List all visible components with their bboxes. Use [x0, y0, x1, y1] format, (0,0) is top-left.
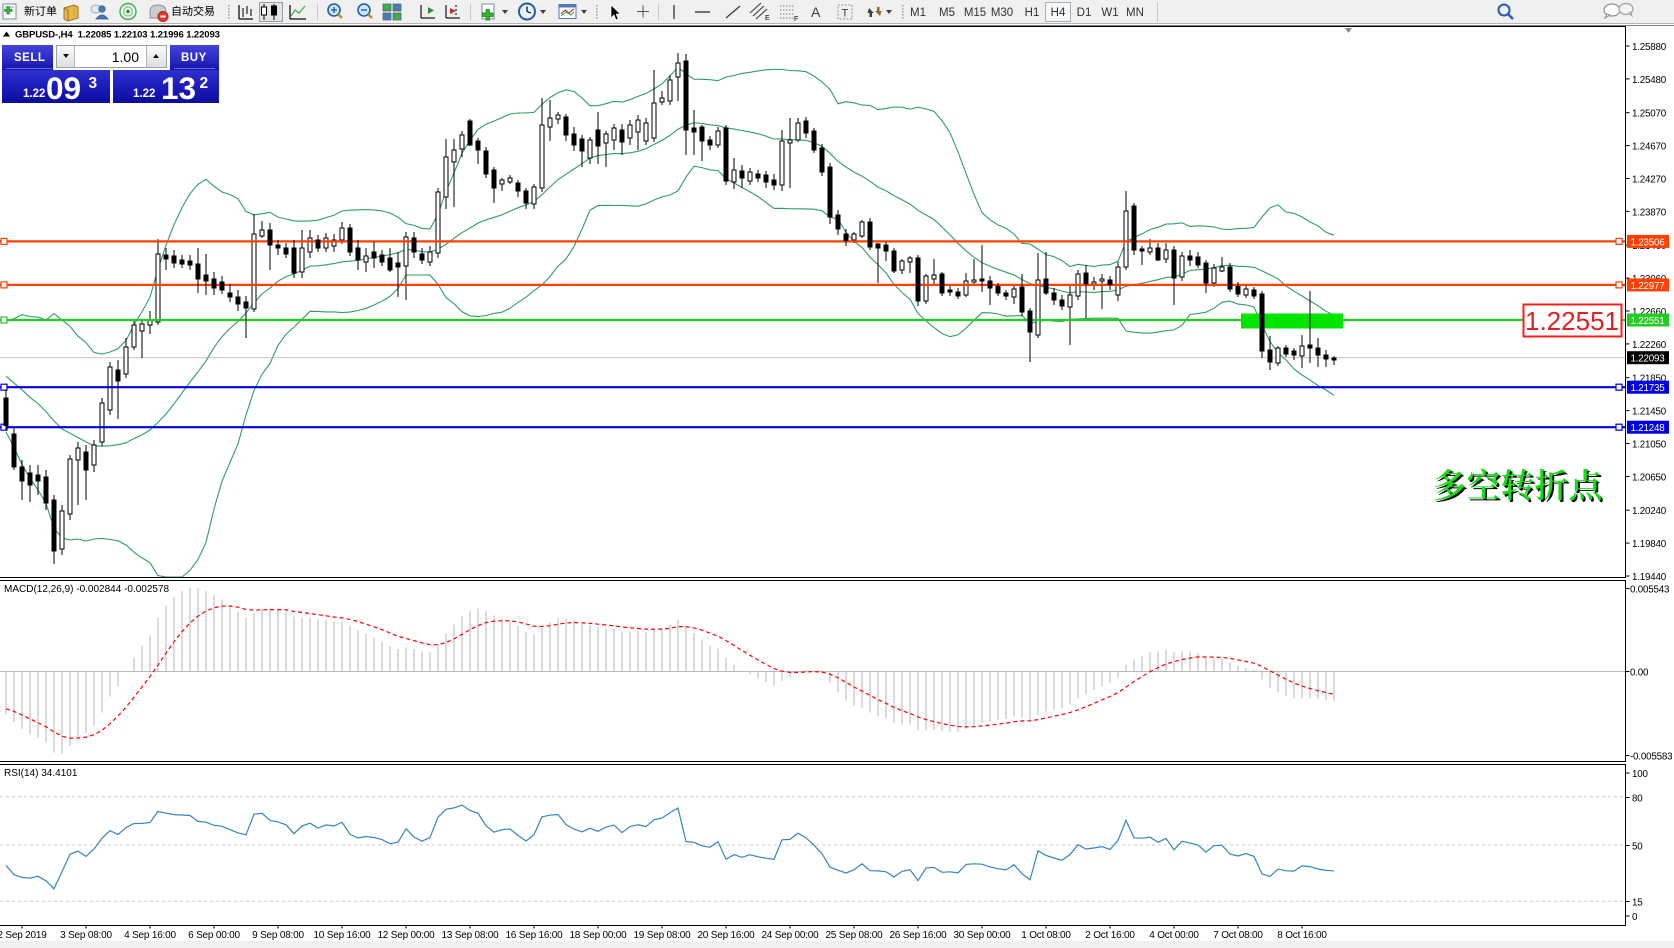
svg-text:1.25880: 1.25880 — [1632, 42, 1667, 53]
svg-text:100: 100 — [1632, 769, 1648, 780]
svg-text:1.25480: 1.25480 — [1632, 75, 1667, 86]
svg-text:MN: MN — [1126, 7, 1144, 19]
svg-text:1.22977: 1.22977 — [1631, 281, 1665, 292]
svg-text:1.22260: 1.22260 — [1632, 340, 1667, 351]
svg-text:1.21248: 1.21248 — [1631, 423, 1666, 434]
svg-text:50: 50 — [1632, 842, 1643, 853]
svg-text:15: 15 — [1632, 898, 1643, 909]
svg-text:M15: M15 — [964, 7, 986, 19]
svg-text:1.22551: 1.22551 — [1631, 316, 1665, 327]
svg-text:26 Sep 16:00: 26 Sep 16:00 — [889, 930, 947, 941]
svg-text:4 Oct 00:00: 4 Oct 00:00 — [1149, 930, 1199, 941]
svg-text:M1: M1 — [910, 7, 926, 19]
svg-text:19 Sep 08:00: 19 Sep 08:00 — [633, 930, 691, 941]
svg-text:1.19440: 1.19440 — [1632, 572, 1667, 583]
svg-text:1.20650: 1.20650 — [1632, 473, 1667, 484]
svg-text:H1: H1 — [1025, 7, 1040, 19]
svg-text:2 Sep 2019: 2 Sep 2019 — [0, 930, 47, 941]
svg-text:1.22551: 1.22551 — [1525, 306, 1619, 336]
svg-text:E: E — [765, 15, 770, 22]
svg-text:1.23506: 1.23506 — [1631, 237, 1666, 248]
svg-text:1 Oct 08:00: 1 Oct 08:00 — [1021, 930, 1071, 941]
svg-text:7 Oct 08:00: 7 Oct 08:00 — [1213, 930, 1263, 941]
svg-text:M5: M5 — [939, 7, 955, 19]
svg-text:T: T — [842, 8, 849, 20]
svg-text:18 Sep 00:00: 18 Sep 00:00 — [569, 930, 627, 941]
svg-text:80: 80 — [1632, 794, 1643, 805]
svg-text:0: 0 — [1632, 912, 1638, 923]
svg-text:W1: W1 — [1101, 7, 1118, 19]
svg-text:H4: H4 — [1051, 7, 1066, 19]
svg-text:1.19840: 1.19840 — [1632, 539, 1667, 550]
svg-text:M30: M30 — [991, 7, 1013, 19]
svg-text:1.20240: 1.20240 — [1632, 506, 1667, 517]
svg-text:1.23870: 1.23870 — [1632, 207, 1667, 218]
svg-text:A: A — [811, 4, 821, 20]
svg-text:13 Sep 08:00: 13 Sep 08:00 — [441, 930, 499, 941]
svg-text:3 Sep 08:00: 3 Sep 08:00 — [60, 930, 112, 941]
svg-text:6 Sep 00:00: 6 Sep 00:00 — [188, 930, 240, 941]
svg-text:1.21735: 1.21735 — [1631, 383, 1666, 394]
svg-text:2 Oct 16:00: 2 Oct 16:00 — [1085, 930, 1135, 941]
svg-text:25 Sep 08:00: 25 Sep 08:00 — [825, 930, 883, 941]
svg-text:4 Sep 16:00: 4 Sep 16:00 — [124, 930, 176, 941]
svg-text:1.24670: 1.24670 — [1632, 142, 1667, 153]
svg-text:16 Sep 16:00: 16 Sep 16:00 — [505, 930, 563, 941]
svg-text:1.21850: 1.21850 — [1632, 374, 1667, 385]
svg-text:9 Sep 08:00: 9 Sep 08:00 — [252, 930, 304, 941]
svg-text:RSI(14) 34.4101: RSI(14) 34.4101 — [4, 768, 78, 779]
svg-text:1.21450: 1.21450 — [1632, 407, 1667, 418]
svg-text:8 Oct 16:00: 8 Oct 16:00 — [1277, 930, 1327, 941]
svg-text:12 Sep 00:00: 12 Sep 00:00 — [377, 930, 435, 941]
svg-text:D1: D1 — [1077, 7, 1092, 19]
svg-text:30 Sep 00:00: 30 Sep 00:00 — [953, 930, 1011, 941]
svg-text:10 Sep 16:00: 10 Sep 16:00 — [313, 930, 371, 941]
svg-text:1.24270: 1.24270 — [1632, 175, 1667, 186]
svg-text:1.22660: 1.22660 — [1632, 307, 1667, 318]
svg-text:0.005543: 0.005543 — [1630, 585, 1670, 596]
svg-text:1.21050: 1.21050 — [1632, 440, 1667, 451]
svg-text:20 Sep 16:00: 20 Sep 16:00 — [697, 930, 755, 941]
svg-text:-0.005583: -0.005583 — [1630, 752, 1673, 763]
svg-text:GBPUSD-,H4 1.22085 1.22103 1.: GBPUSD-,H4 1.22085 1.22103 1.21996 1.220… — [15, 30, 220, 41]
svg-text:0.00: 0.00 — [1630, 668, 1649, 679]
svg-text:1.22093: 1.22093 — [1631, 354, 1666, 365]
svg-text:F: F — [794, 16, 798, 23]
svg-text:MACD(12,26,9) -0.002844 -0.002: MACD(12,26,9) -0.002844 -0.002578 — [4, 584, 170, 595]
svg-text:1.25070: 1.25070 — [1632, 109, 1667, 120]
svg-text:24 Sep 00:00: 24 Sep 00:00 — [761, 930, 819, 941]
